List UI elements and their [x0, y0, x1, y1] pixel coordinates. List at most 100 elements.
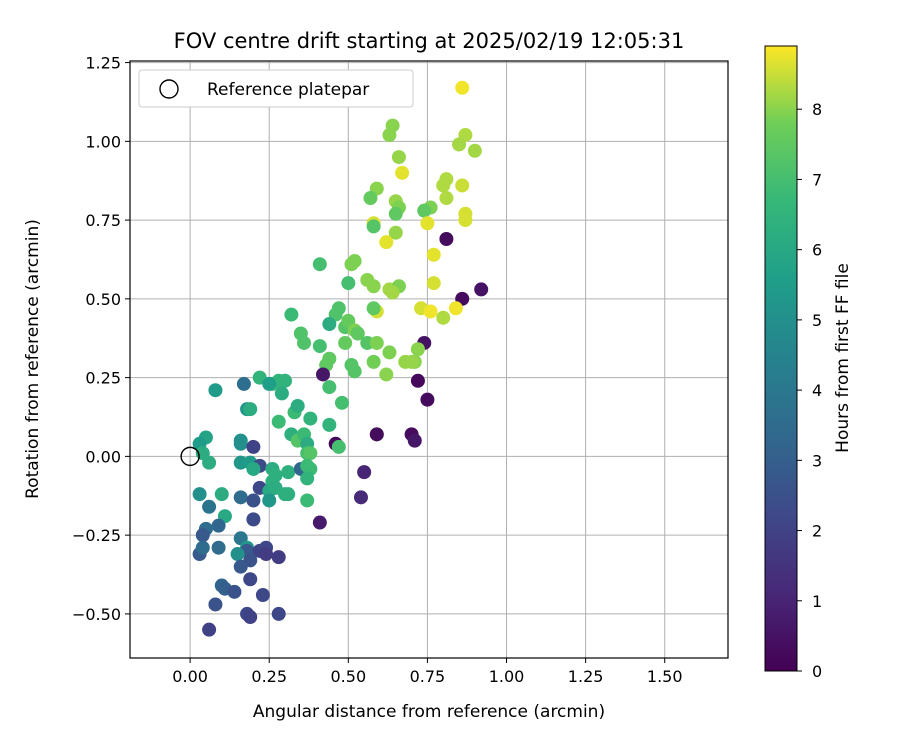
data-point: [297, 335, 312, 350]
colorbar-fill: [764, 45, 798, 672]
data-point: [436, 178, 451, 193]
grid-lines: [130, 61, 728, 658]
y-tick-label: 0.25: [85, 369, 121, 388]
data-point: [262, 493, 277, 508]
data-point: [426, 276, 441, 291]
data-point: [410, 373, 425, 388]
data-point: [195, 540, 210, 555]
legend-label: Reference platepar: [207, 80, 369, 100]
data-point: [467, 143, 482, 158]
colorbar-tick-label: 6: [812, 241, 822, 260]
x-tick-label: 0.50: [331, 667, 367, 686]
data-point: [322, 417, 337, 432]
data-point: [233, 433, 248, 448]
data-point: [274, 386, 289, 401]
colorbar-tick-label: 0: [812, 662, 822, 681]
legend-box: [138, 69, 414, 108]
colorbar-tick-label: 4: [812, 381, 822, 400]
data-point: [322, 380, 337, 395]
data-point: [366, 301, 381, 316]
data-point: [395, 165, 410, 180]
colorbar-tick-label: 5: [812, 311, 822, 330]
x-tick-label: 0.25: [251, 667, 287, 686]
x-tick-label: 1.50: [647, 667, 683, 686]
data-point: [357, 465, 372, 480]
data-point: [281, 465, 296, 480]
data-point: [448, 301, 463, 316]
data-point: [208, 597, 223, 612]
x-axis-label: Angular distance from reference (arcmin): [253, 702, 605, 722]
data-point: [369, 427, 384, 442]
data-point: [474, 282, 489, 297]
data-point: [366, 219, 381, 234]
data-point: [312, 257, 327, 272]
data-point: [243, 572, 258, 587]
x-tick-label: 1.25: [568, 667, 604, 686]
data-point: [246, 439, 261, 454]
x-axis-ticks: 0.00 0.25 0.50 0.75 1.00 1.25 1.50: [172, 658, 683, 686]
y-tick-label: 0.75: [85, 211, 121, 230]
y-tick-label: 1.00: [85, 132, 121, 151]
data-point: [202, 455, 217, 470]
data-point: [271, 606, 286, 621]
data-point: [331, 439, 346, 454]
data-point: [255, 587, 270, 602]
data-point: [278, 373, 293, 388]
data-point: [334, 395, 349, 410]
data-point: [211, 518, 226, 533]
data-point: [303, 411, 318, 426]
data-point: [233, 559, 248, 574]
data-points: [192, 80, 489, 637]
data-point: [353, 490, 368, 505]
data-point: [369, 335, 384, 350]
y-tick-label: 0.00: [85, 447, 121, 466]
plot-frame: [129, 60, 729, 659]
y-axis-label: Rotation from reference (arcmin): [23, 219, 43, 499]
data-point: [243, 402, 258, 417]
data-point: [455, 80, 470, 95]
data-point: [214, 487, 229, 502]
data-point: [233, 490, 248, 505]
colorbar-label: Hours from first FF file: [833, 263, 853, 453]
y-tick-label: −0.25: [72, 526, 121, 545]
colorbar-tick-label: 1: [812, 592, 822, 611]
data-point: [347, 254, 362, 269]
data-point: [350, 326, 365, 341]
data-point: [312, 515, 327, 530]
legend-marker: [159, 79, 179, 99]
data-point: [316, 367, 331, 382]
data-point: [246, 461, 261, 476]
data-point: [322, 317, 337, 332]
data-point: [338, 335, 353, 350]
data-point: [366, 354, 381, 369]
data-point: [436, 310, 451, 325]
data-point: [379, 235, 394, 250]
data-point: [379, 367, 394, 382]
data-point: [388, 206, 403, 221]
y-tick-label: 0.50: [85, 290, 121, 309]
colorbar-tick-label: 8: [812, 100, 822, 119]
colorbar-tick-label: 3: [812, 451, 822, 470]
data-point: [439, 231, 454, 246]
data-point: [455, 178, 470, 193]
data-point: [230, 547, 245, 562]
data-point: [236, 376, 251, 391]
data-point: [439, 191, 454, 206]
data-point: [208, 383, 223, 398]
data-point: [303, 446, 318, 461]
data-point: [290, 398, 305, 413]
data-point: [385, 285, 400, 300]
data-point: [259, 547, 274, 562]
data-point: [410, 342, 425, 357]
data-point: [202, 499, 217, 514]
data-point: [366, 279, 381, 294]
data-point: [458, 213, 473, 228]
x-tick-label: 0.00: [172, 667, 208, 686]
data-point: [423, 304, 438, 319]
data-point: [417, 203, 432, 218]
reference-platepar-marker: [180, 446, 200, 467]
data-point: [404, 354, 419, 369]
y-tick-label: 1.25: [85, 54, 121, 73]
colorbar-tick-label: 7: [812, 170, 822, 189]
